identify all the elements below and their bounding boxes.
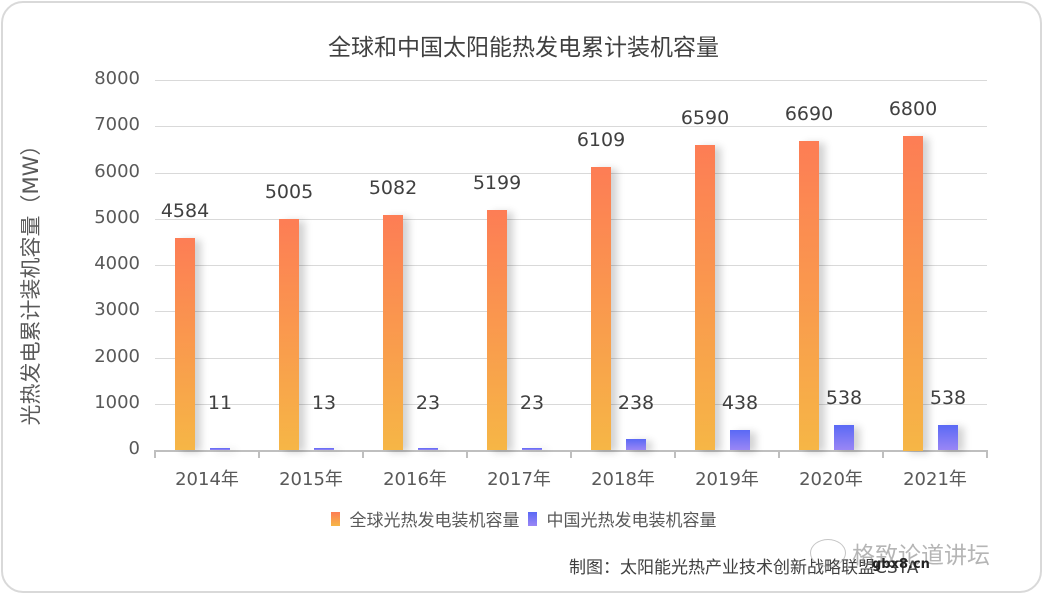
value-label-china: 238 <box>617 392 655 414</box>
gridline <box>155 404 987 405</box>
value-label-china: 538 <box>929 387 967 409</box>
x-tick-mark <box>466 450 468 458</box>
bar-global[interactable] <box>799 141 819 450</box>
legend-swatch-china <box>527 511 537 526</box>
legend-label-china: 中国光热发电装机容量 <box>546 511 717 531</box>
bar-china[interactable] <box>522 448 542 450</box>
legend: 全球光热发电装机容量 中国光热发电装机容量 <box>0 506 1047 531</box>
y-tick-label: 3000 <box>94 299 140 320</box>
bar-china[interactable] <box>314 448 334 450</box>
value-label-china: 11 <box>207 392 233 414</box>
gridline <box>155 173 987 174</box>
bar-global[interactable] <box>903 136 923 451</box>
bar-china[interactable] <box>210 448 230 450</box>
watermark-sub: gbx8.cn <box>872 557 930 572</box>
watermark: 格致论道讲坛 <box>810 536 990 570</box>
y-tick-label: 2000 <box>94 346 140 367</box>
x-tick-label: 2014年 <box>175 469 239 490</box>
watermark-text: 格致论道讲坛 <box>852 543 990 569</box>
value-label-global: 6590 <box>680 107 730 129</box>
y-axis-label: 光热发电累计装机容量（MW） <box>19 134 43 426</box>
legend-label-global: 全球光热发电装机容量 <box>349 511 520 531</box>
x-tick-mark <box>882 450 884 458</box>
x-tick-mark <box>570 450 572 458</box>
bar-global[interactable] <box>695 145 715 450</box>
y-tick-label: 1000 <box>94 392 140 413</box>
value-label-china: 23 <box>415 392 441 414</box>
bar-china[interactable] <box>730 430 750 450</box>
y-tick-label: 5000 <box>94 207 140 228</box>
y-tick-label: 7000 <box>94 114 140 135</box>
bar-china[interactable] <box>418 448 438 450</box>
value-label-global: 5082 <box>368 177 418 199</box>
value-label-global: 6690 <box>784 103 834 125</box>
x-tick-mark <box>258 450 260 458</box>
gridline <box>155 358 987 359</box>
value-label-china: 438 <box>721 392 759 414</box>
gridline <box>155 311 987 312</box>
x-tick-mark <box>674 450 676 458</box>
y-tick-label: 0 <box>128 438 140 459</box>
bar-global[interactable] <box>279 219 299 450</box>
chart-title: 全球和中国太阳能热发电累计装机容量 <box>328 35 719 61</box>
y-tick-label: 8000 <box>94 68 140 89</box>
x-tick-label: 2020年 <box>799 469 863 490</box>
value-label-china: 23 <box>519 392 545 414</box>
x-tick-mark <box>362 450 364 458</box>
x-tick-label: 2017年 <box>487 469 551 490</box>
value-label-china: 538 <box>825 387 863 409</box>
gridline <box>155 219 987 220</box>
wechat-icon <box>810 539 846 567</box>
gridline <box>155 80 987 81</box>
legend-item-global[interactable]: 全球光热发电装机容量 <box>330 506 520 531</box>
x-tick-mark <box>778 450 780 458</box>
x-tick-label: 2021年 <box>903 469 967 490</box>
value-label-global: 6800 <box>888 98 938 120</box>
bar-global[interactable] <box>487 210 507 450</box>
legend-swatch-global <box>330 511 340 526</box>
x-tick-mark <box>986 450 988 458</box>
x-tick-label: 2015年 <box>279 469 343 490</box>
bar-china[interactable] <box>834 425 854 450</box>
bar-china[interactable] <box>938 425 958 450</box>
y-tick-label: 4000 <box>94 253 140 274</box>
x-tick-label: 2019年 <box>695 469 759 490</box>
x-tick-mark <box>154 450 156 458</box>
value-label-global: 6109 <box>576 129 626 151</box>
value-label-global: 4584 <box>160 200 210 222</box>
bar-global[interactable] <box>383 215 403 450</box>
bar-global[interactable] <box>591 167 611 450</box>
value-label-global: 5199 <box>472 172 522 194</box>
gridline <box>155 126 987 127</box>
x-tick-label: 2016年 <box>383 469 447 490</box>
value-label-china: 13 <box>311 392 337 414</box>
gridline <box>155 265 987 266</box>
legend-item-china[interactable]: 中国光热发电装机容量 <box>527 506 717 531</box>
bar-china[interactable] <box>626 439 646 450</box>
value-label-global: 5005 <box>264 181 314 203</box>
y-tick-label: 6000 <box>94 161 140 182</box>
x-tick-label: 2018年 <box>591 469 655 490</box>
bar-global[interactable] <box>175 238 195 450</box>
